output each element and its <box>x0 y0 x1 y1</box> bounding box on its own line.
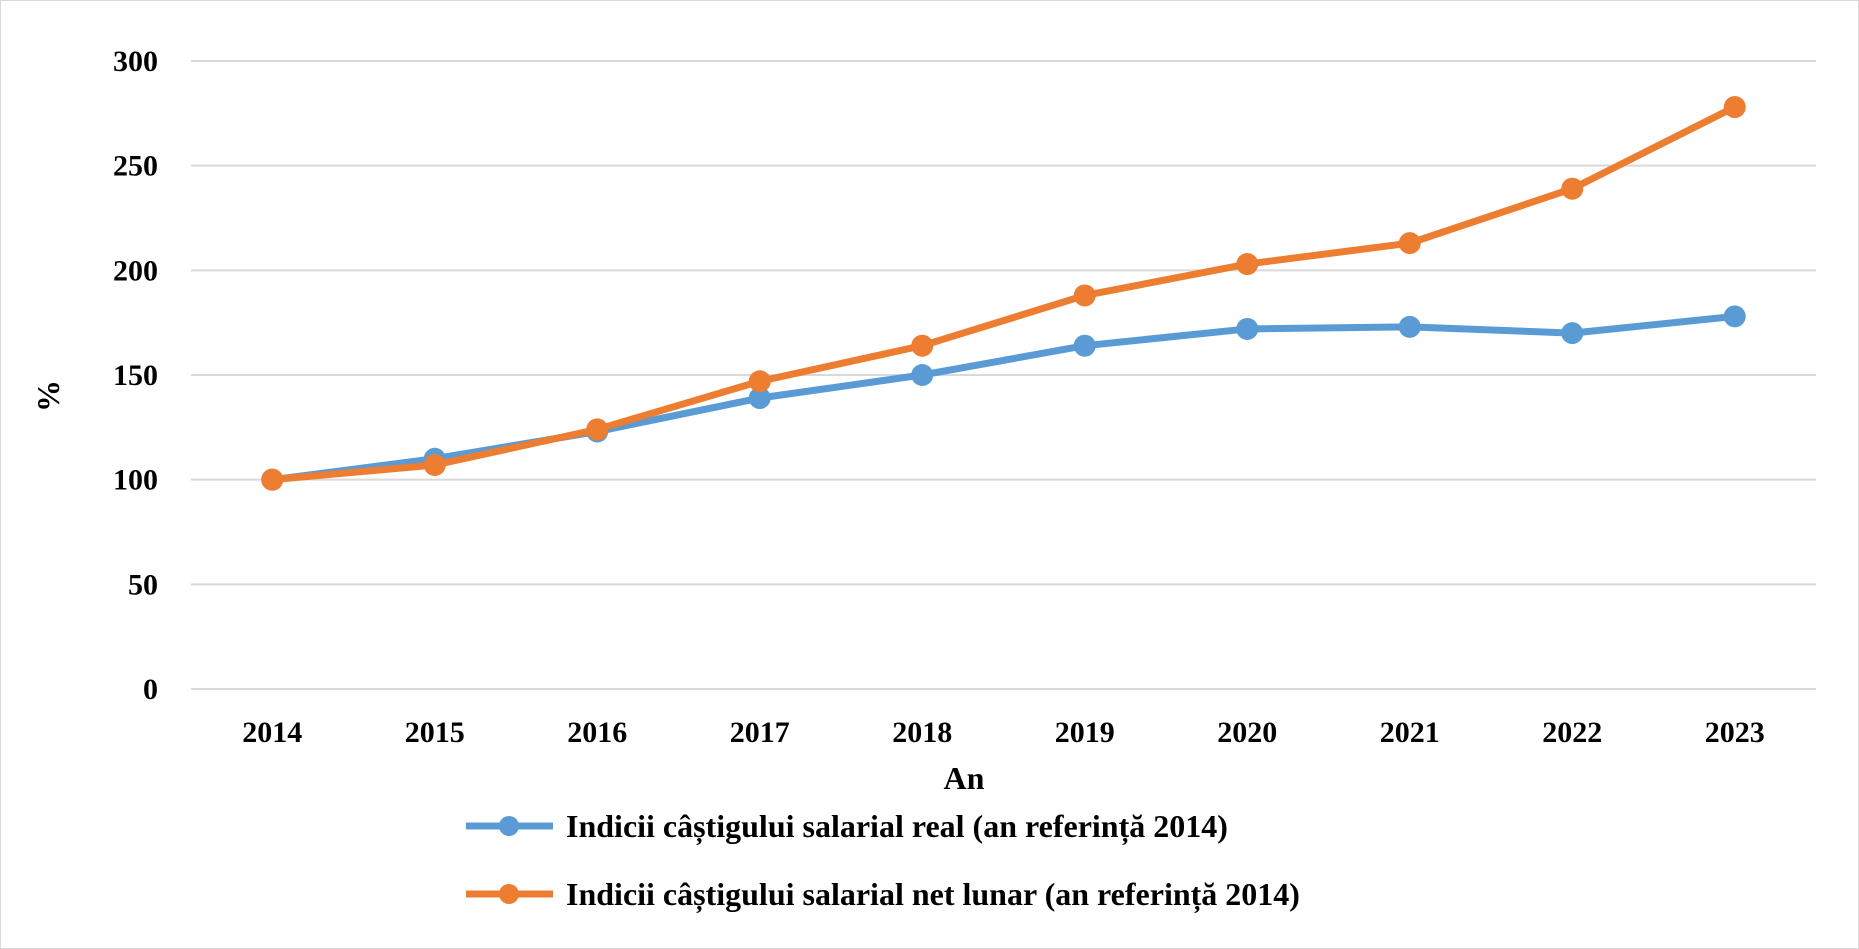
gridlines <box>191 60 1816 690</box>
data-point <box>1723 96 1746 119</box>
y-axis-ticks: 0 50 100 150 200 250 300 <box>113 45 158 706</box>
legend-item: Indicii câștigului salarial net lunar (a… <box>466 876 1300 913</box>
x-tick-label: 2014 <box>242 716 302 749</box>
y-tick-label: 150 <box>113 359 158 392</box>
x-tick-label: 2019 <box>1055 716 1115 749</box>
y-tick-label: 200 <box>113 254 158 287</box>
data-point <box>1236 317 1259 340</box>
legend-item: Indicii câștigului salarial real (an ref… <box>466 808 1228 845</box>
data-point <box>1236 253 1259 276</box>
x-axis-label: An <box>944 760 985 796</box>
data-point <box>261 468 284 491</box>
y-tick-label: 300 <box>113 45 158 78</box>
x-tick-label: 2020 <box>1217 716 1277 749</box>
legend-marker-icon <box>499 816 519 836</box>
data-point <box>1398 315 1421 338</box>
x-tick-label: 2017 <box>730 716 790 749</box>
x-tick-label: 2023 <box>1705 716 1765 749</box>
legend: Indicii câștigului salarial real (an ref… <box>466 808 1300 913</box>
y-tick-label: 100 <box>113 464 158 497</box>
y-tick-label: 0 <box>143 673 158 706</box>
x-tick-label: 2015 <box>405 716 465 749</box>
x-tick-label: 2021 <box>1380 716 1440 749</box>
data-point <box>911 364 934 386</box>
x-tick-label: 2016 <box>567 716 627 749</box>
data-point <box>1723 305 1746 328</box>
y-tick-label: 50 <box>128 568 158 601</box>
data-point <box>423 454 446 477</box>
series-line <box>268 103 1739 484</box>
series-2 <box>261 96 1746 491</box>
data-point <box>1398 232 1421 255</box>
data-point <box>1561 322 1584 345</box>
data-point <box>911 334 934 357</box>
series-1 <box>261 305 1746 491</box>
legend-label: Indicii câștigului salarial real (an ref… <box>566 808 1228 845</box>
y-axis-label: % <box>30 380 66 412</box>
data-point <box>1561 177 1584 200</box>
y-tick-label: 250 <box>113 150 158 183</box>
data-point <box>1073 284 1096 307</box>
data-point <box>748 387 771 410</box>
x-tick-label: 2022 <box>1542 716 1602 749</box>
data-point <box>748 370 771 393</box>
x-tick-label: 2018 <box>892 716 952 749</box>
x-axis-ticks: 2014 2015 2016 2017 2018 2019 2020 2021 2022 2023 <box>242 716 1765 749</box>
data-point <box>586 418 609 441</box>
legend-label: Indicii câștigului salarial net lunar (a… <box>566 876 1300 913</box>
series-layer <box>261 96 1746 491</box>
data-point <box>1073 334 1096 357</box>
legend-marker-icon <box>499 884 519 904</box>
